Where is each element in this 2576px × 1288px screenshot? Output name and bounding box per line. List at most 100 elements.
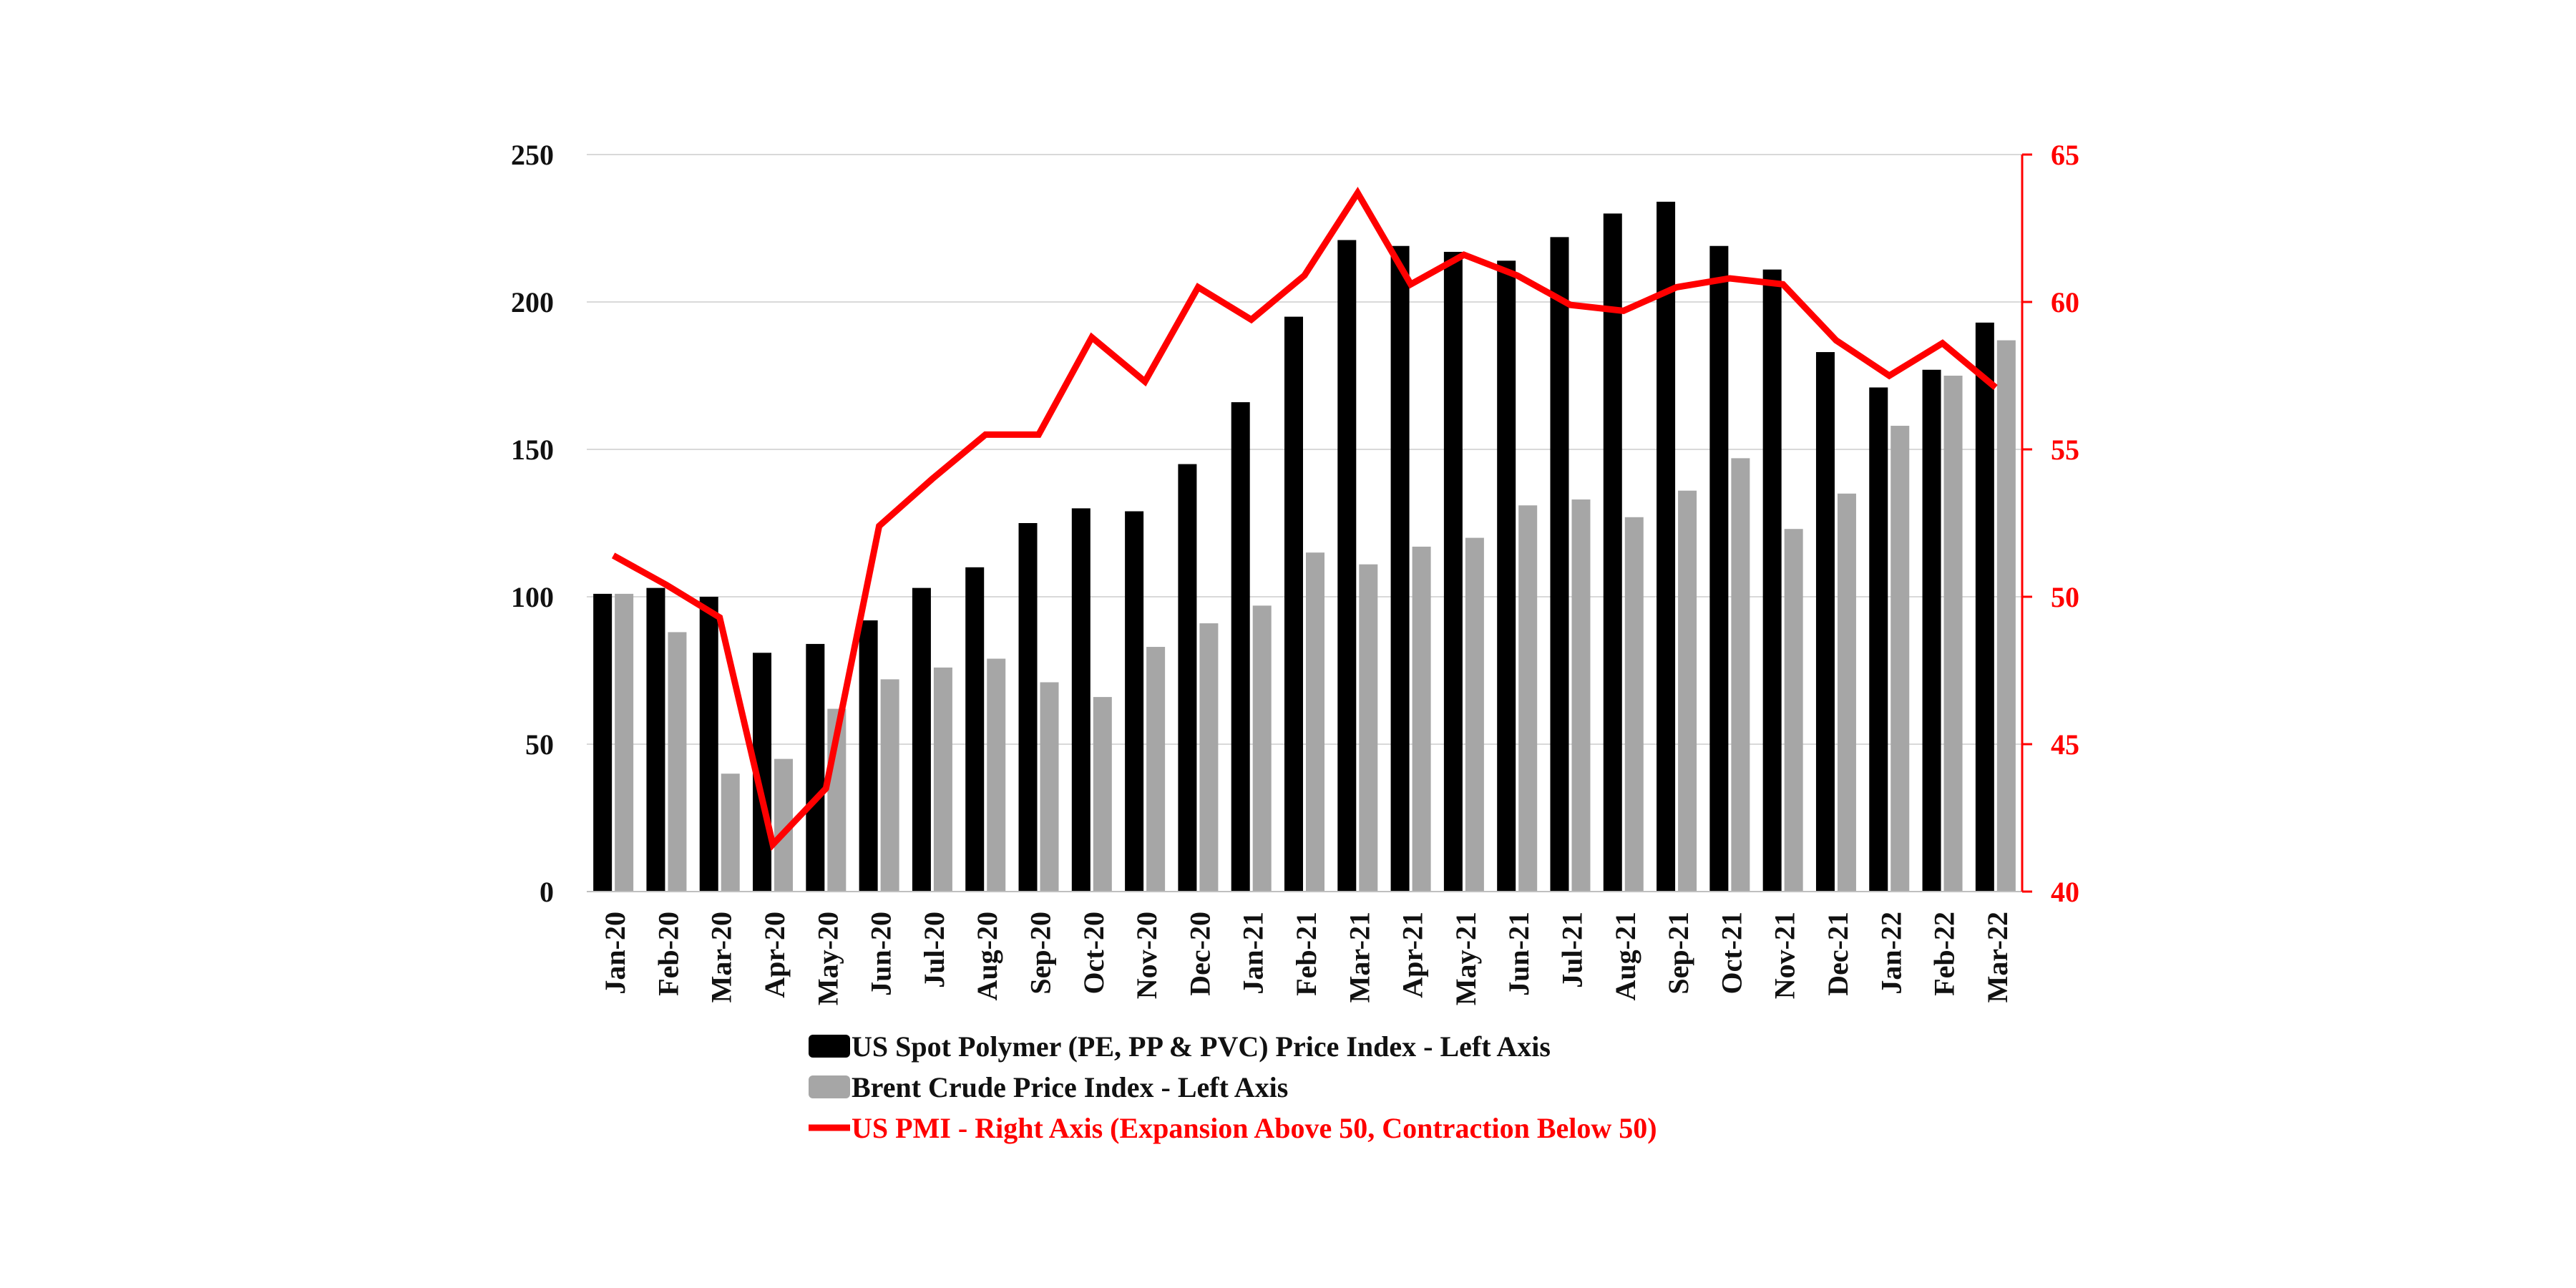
brent-bar bbox=[1943, 376, 1963, 892]
polymer-bar bbox=[1922, 369, 1941, 892]
polymer-bar bbox=[1869, 387, 1888, 892]
brent-bar bbox=[1252, 605, 1272, 892]
y-left-tick-label: 0 bbox=[540, 876, 554, 908]
category-labels: Jan-20 Feb-20 Mar-20 Apr-20 May-20 Jun-20 Jul-… bbox=[599, 912, 2014, 1005]
brent-bar bbox=[1731, 458, 1750, 892]
polymer-bar bbox=[1603, 213, 1622, 892]
gridlines bbox=[587, 154, 2022, 745]
polymer-bar bbox=[699, 597, 718, 892]
brent-bar bbox=[1359, 564, 1378, 892]
polymer-bar bbox=[1337, 240, 1357, 892]
x-category-label: Jul-21 bbox=[1556, 912, 1588, 988]
y-left-tick-label: 250 bbox=[511, 139, 554, 171]
polymer-bar bbox=[1709, 245, 1729, 892]
x-category-label: May-21 bbox=[1450, 912, 1482, 1005]
bars bbox=[593, 201, 2016, 892]
brent-bar bbox=[933, 667, 952, 892]
polymer-bar bbox=[912, 587, 931, 892]
polymer-bar bbox=[1815, 352, 1835, 892]
polymer-bar bbox=[1657, 201, 1676, 892]
polymer-bar bbox=[1390, 245, 1410, 892]
polymer-bar bbox=[646, 587, 665, 892]
x-category-label: Aug-21 bbox=[1609, 912, 1641, 1000]
y-left-tick-label: 100 bbox=[511, 581, 554, 613]
x-category-label: Dec-20 bbox=[1184, 912, 1216, 996]
brent-bar bbox=[668, 632, 687, 892]
x-category-label: Feb-20 bbox=[652, 912, 684, 996]
x-category-label: Jun-21 bbox=[1503, 912, 1535, 996]
brent-bar bbox=[1146, 647, 1166, 892]
brent-bar bbox=[1837, 493, 1856, 892]
x-category-label: Jul-20 bbox=[918, 912, 950, 988]
polymer-bar bbox=[1284, 316, 1303, 892]
brent-bar bbox=[1784, 529, 1803, 892]
x-category-label: Feb-22 bbox=[1928, 912, 1961, 996]
legend: US Spot Polymer (PE, PP & PVC) Price Ind… bbox=[809, 1030, 1657, 1144]
brent-bar bbox=[1306, 552, 1324, 892]
polymer-bar bbox=[1443, 251, 1463, 892]
x-category-label: Feb-21 bbox=[1290, 912, 1322, 996]
x-category-label: Aug-20 bbox=[971, 912, 1003, 1000]
brent-bar bbox=[1465, 537, 1484, 892]
brent-bar bbox=[1518, 505, 1538, 892]
x-category-label: Mar-20 bbox=[706, 912, 738, 1002]
y-left-tick-label: 200 bbox=[511, 286, 554, 318]
y-right-tick-label: 55 bbox=[2051, 434, 2079, 466]
polymer-bar bbox=[1762, 269, 1782, 892]
polymer-bar bbox=[965, 567, 985, 892]
polymer-bar bbox=[1071, 508, 1091, 892]
x-category-label: Mar-21 bbox=[1343, 912, 1375, 1002]
brent-bar bbox=[1093, 697, 1112, 892]
legend-swatch-brent bbox=[809, 1075, 850, 1098]
legend-label: US Spot Polymer (PE, PP & PVC) Price Ind… bbox=[852, 1030, 1551, 1063]
brent-bar bbox=[1199, 623, 1219, 892]
x-category-label: Jan-22 bbox=[1875, 912, 1907, 995]
brent-bar bbox=[615, 593, 634, 892]
polymer-bar bbox=[1178, 464, 1197, 892]
y-right-tick-label: 40 bbox=[2051, 876, 2079, 908]
axes bbox=[587, 153, 2032, 893]
pmi-line bbox=[611, 186, 1998, 852]
legend-label: US PMI - Right Axis (Expansion Above 50,… bbox=[852, 1112, 1657, 1144]
legend-label: Brent Crude Price Index - Left Axis bbox=[852, 1071, 1288, 1103]
polymer-bar bbox=[1975, 322, 1994, 892]
x-category-label: Nov-20 bbox=[1131, 912, 1163, 999]
x-category-label: Apr-20 bbox=[758, 912, 791, 998]
polymer-bar bbox=[806, 643, 825, 892]
brent-bar bbox=[1624, 517, 1644, 892]
polymer-bar bbox=[593, 593, 613, 892]
legend-swatch-polymer bbox=[809, 1035, 850, 1058]
brent-bar bbox=[1890, 426, 1910, 892]
x-category-label: Sep-21 bbox=[1662, 912, 1694, 995]
polymer-bar bbox=[859, 620, 878, 892]
x-category-label: Oct-20 bbox=[1078, 912, 1110, 995]
x-category-label: Jan-21 bbox=[1237, 912, 1269, 995]
x-category-label: Oct-21 bbox=[1715, 912, 1747, 995]
brent-bar bbox=[721, 774, 740, 892]
polymer-bar bbox=[1125, 511, 1144, 892]
brent-bar bbox=[1678, 490, 1697, 892]
y-right-tick-label: 50 bbox=[2051, 581, 2079, 613]
y-left-tick-label: 50 bbox=[525, 728, 554, 761]
brent-bar bbox=[987, 658, 1006, 892]
x-category-label: Jun-20 bbox=[865, 912, 897, 996]
y-right-tick-label: 60 bbox=[2051, 286, 2079, 318]
x-category-label: Nov-21 bbox=[1769, 912, 1801, 999]
x-category-label: Sep-20 bbox=[1025, 912, 1057, 995]
y-left-tick-label: 150 bbox=[511, 434, 554, 466]
x-category-label: May-20 bbox=[811, 912, 844, 1005]
brent-bar bbox=[1412, 546, 1431, 892]
polymer-bar bbox=[1497, 260, 1516, 892]
polymer-bar bbox=[1231, 402, 1250, 892]
brent-bar bbox=[1571, 499, 1591, 892]
brent-bar bbox=[880, 679, 899, 892]
x-category-label: Jan-20 bbox=[599, 912, 631, 995]
x-category-label: Mar-22 bbox=[1981, 912, 2014, 1002]
polymer-bar bbox=[1550, 237, 1569, 892]
y-right-tick-label: 45 bbox=[2051, 728, 2079, 761]
brent-bar bbox=[1996, 340, 2016, 892]
polymer-bar bbox=[1018, 523, 1038, 892]
pmi-line-group bbox=[611, 186, 1998, 852]
x-category-label: Dec-21 bbox=[1822, 912, 1854, 996]
